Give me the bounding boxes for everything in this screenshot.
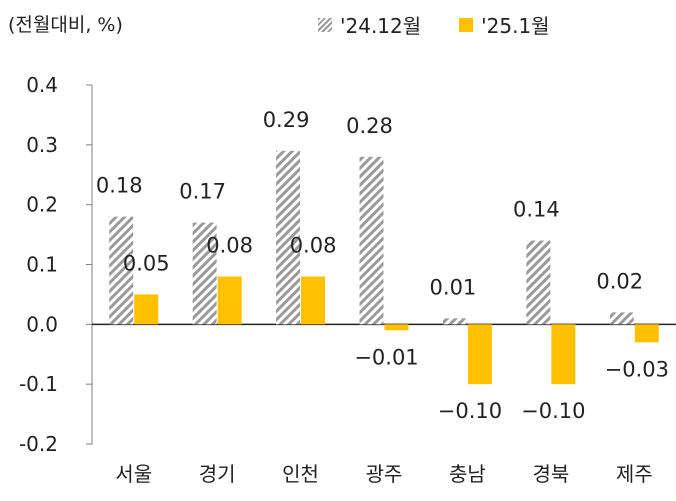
data-label: 0.28 xyxy=(346,114,393,138)
bar-2024-12 xyxy=(526,240,551,325)
y-tick-label: 0.2 xyxy=(26,193,58,217)
data-label: 0.01 xyxy=(430,275,477,299)
legend-swatch-hatched xyxy=(318,17,332,32)
legend-label-2024-12: '24.12월 xyxy=(340,14,422,38)
legend: '24.12월 '25.1월 xyxy=(318,10,588,39)
data-label: 0.08 xyxy=(206,233,253,257)
x-tick-label: 경기 xyxy=(199,462,236,486)
bar-2025-01 xyxy=(384,324,409,331)
y-tick-label: 0.4 xyxy=(26,73,58,97)
x-tick-label: 서울 xyxy=(115,462,152,486)
x-tick-label: 인천 xyxy=(282,462,319,486)
bar-2024-12 xyxy=(442,318,467,325)
legend-item-2024-12: '24.12월 xyxy=(318,10,421,39)
bar-2024-12 xyxy=(109,216,134,325)
data-label: 0.18 xyxy=(96,174,143,198)
y-tick-label: -0.1 xyxy=(19,372,58,396)
bar-2025-01 xyxy=(467,324,492,385)
bar-2025-01 xyxy=(217,276,242,325)
bar-2024-12 xyxy=(192,222,217,325)
legend-label-2025-01: '25.1월 xyxy=(481,14,550,38)
data-label: −0.01 xyxy=(354,345,418,369)
bar-2025-01 xyxy=(301,276,326,325)
legend-item-2025-01: '25.1월 xyxy=(459,10,550,39)
data-label: 0.05 xyxy=(123,251,170,275)
x-tick-label: 경북 xyxy=(532,462,569,486)
y-tick-label: 0.0 xyxy=(26,312,58,336)
bar-2024-12 xyxy=(359,156,384,325)
y-tick-label: -0.2 xyxy=(19,432,58,456)
y-tick-label: 0.3 xyxy=(26,133,58,157)
x-tick-label: 광주 xyxy=(366,462,403,486)
bar-2025-01 xyxy=(634,324,659,343)
y-tick-label: 0.1 xyxy=(26,253,58,277)
x-tick-label: 충남 xyxy=(449,462,486,486)
x-tick-label: 제주 xyxy=(616,462,653,486)
bar-2024-12 xyxy=(609,312,634,325)
unit-label: (전월대비, %) xyxy=(8,14,123,36)
legend-swatch-solid xyxy=(459,17,474,32)
bar-2025-01 xyxy=(134,294,159,325)
data-label: 0.14 xyxy=(513,198,560,222)
data-label: −0.03 xyxy=(605,357,669,381)
data-label: −0.10 xyxy=(521,399,585,423)
data-label: −0.10 xyxy=(438,399,502,423)
data-label: 0.08 xyxy=(290,233,337,257)
bar-2025-01 xyxy=(551,324,576,385)
data-label: 0.17 xyxy=(179,180,226,204)
data-label: 0.29 xyxy=(263,108,310,132)
data-label: 0.02 xyxy=(596,269,643,293)
bar-2024-12 xyxy=(276,150,301,325)
